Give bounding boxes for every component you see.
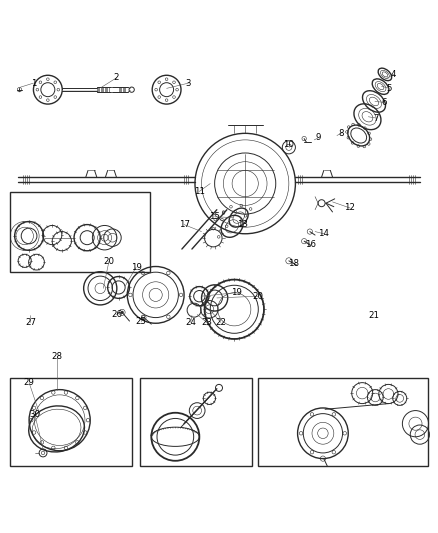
Text: 5: 5 <box>386 84 392 93</box>
Text: 4: 4 <box>391 70 396 79</box>
Text: 19: 19 <box>231 288 242 297</box>
Text: 22: 22 <box>215 318 226 327</box>
Bar <box>11 192 150 272</box>
Text: 8: 8 <box>339 129 344 138</box>
Text: 10: 10 <box>283 140 294 149</box>
Text: 21: 21 <box>368 311 379 320</box>
Text: 26: 26 <box>111 310 122 319</box>
Text: 14: 14 <box>318 229 329 238</box>
Text: 23: 23 <box>201 318 212 327</box>
Text: 13: 13 <box>237 220 248 229</box>
Text: 7: 7 <box>374 114 379 123</box>
Text: 12: 12 <box>344 204 356 213</box>
Text: 19: 19 <box>131 263 141 272</box>
Text: 18: 18 <box>288 259 299 268</box>
Text: 2: 2 <box>113 74 119 83</box>
Text: 28: 28 <box>51 352 62 361</box>
Text: 25: 25 <box>136 317 147 326</box>
Text: 1: 1 <box>31 79 36 87</box>
Text: 24: 24 <box>185 318 196 327</box>
Text: 30: 30 <box>29 409 40 418</box>
Text: 3: 3 <box>186 79 191 87</box>
Text: 9: 9 <box>316 133 321 142</box>
Text: 20: 20 <box>103 257 114 266</box>
Circle shape <box>121 311 124 313</box>
Text: 6: 6 <box>381 98 387 107</box>
Bar <box>11 378 132 466</box>
Text: 27: 27 <box>25 318 36 327</box>
Bar <box>258 378 427 466</box>
Text: 29: 29 <box>24 378 35 387</box>
Text: 16: 16 <box>305 240 316 249</box>
Text: 11: 11 <box>194 187 205 196</box>
Text: 15: 15 <box>209 212 220 221</box>
Text: 20: 20 <box>253 292 264 301</box>
Text: 17: 17 <box>179 220 190 229</box>
Bar <box>140 378 252 466</box>
